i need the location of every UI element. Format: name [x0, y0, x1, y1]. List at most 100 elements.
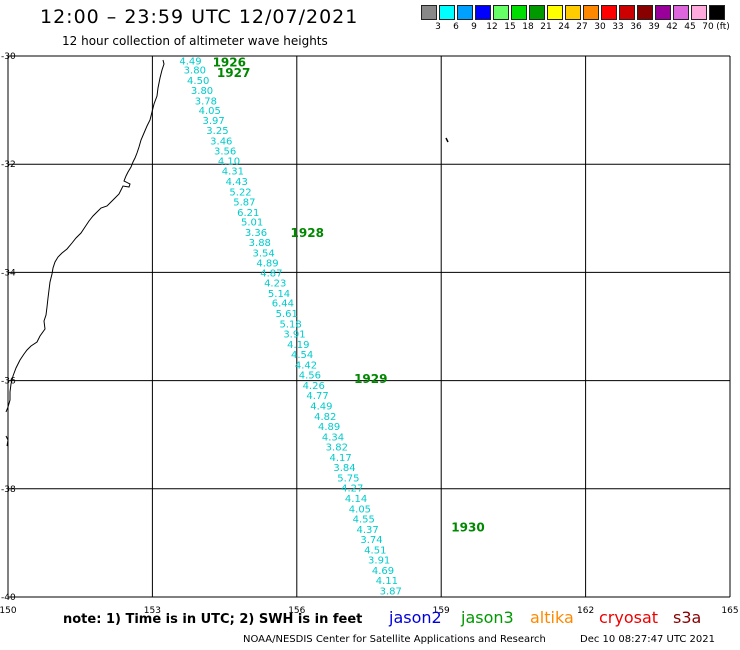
scale-swatch — [565, 5, 581, 20]
swh-value: 4.50 — [187, 76, 209, 87]
lat-tick-label: -38 — [1, 485, 16, 495]
scale-swatch — [493, 5, 509, 20]
scale-label: 3 — [435, 22, 441, 32]
scale-swatch — [583, 5, 599, 20]
scale-swatch — [475, 5, 491, 20]
satellite-jason2: jason2 — [389, 608, 442, 627]
scale-label: 33 — [612, 22, 624, 32]
swh-value: 4.14 — [345, 494, 367, 505]
swh-value: 3.25 — [206, 126, 228, 137]
scale-swatch — [673, 5, 689, 20]
swh-value: 4.34 — [322, 432, 344, 443]
swh-value: 4.49 — [310, 401, 332, 412]
scale-label: 24 — [558, 22, 570, 32]
coastline — [5, 59, 165, 413]
scale-label: 27 — [576, 22, 588, 32]
swh-value: 5.01 — [241, 218, 263, 229]
swh-value: 4.55 — [353, 515, 375, 526]
scale-swatch — [637, 5, 653, 20]
time-label: 1930 — [451, 521, 484, 535]
satellite-track: 4.493.804.503.803.784.053.973.253.463.56… — [179, 56, 402, 597]
swh-value: 5.14 — [268, 289, 290, 300]
swh-value: 4.19 — [287, 340, 309, 351]
scale-label: 15 — [504, 22, 516, 32]
page-subtitle: 12 hour collection of altimeter wave hei… — [62, 34, 328, 48]
scale-label: 45 — [684, 22, 696, 32]
lon-tick-label: 153 — [144, 606, 161, 616]
lon-tick-label: 150 — [0, 606, 17, 616]
swh-value: 3.82 — [326, 443, 348, 454]
swh-value: 3.91 — [368, 556, 390, 567]
swh-value: 4.89 — [318, 422, 340, 433]
scale-swatch — [511, 5, 527, 20]
scale-swatch — [691, 5, 707, 20]
scale-swatch — [547, 5, 563, 20]
swh-value: 3.78 — [195, 96, 217, 107]
scale-swatch — [709, 5, 725, 20]
scale-swatch — [619, 5, 635, 20]
swh-value: 4.37 — [356, 525, 378, 536]
swh-value: 6.44 — [272, 299, 294, 310]
axis-labels: -30 -32 -34 -36 -38 -40 150 153 156 159 162 165 — [0, 52, 739, 616]
scale-label: 42 — [666, 22, 678, 32]
swh-value: 5.61 — [276, 309, 298, 320]
swh-value: 4.17 — [330, 453, 352, 464]
satellite-cryosat: cryosat — [599, 608, 659, 627]
scale-unit: (ft) — [716, 22, 730, 32]
swh-value: 4.05 — [199, 106, 221, 117]
scale-label: 12 — [486, 22, 498, 32]
coastline-south — [5, 435, 9, 447]
swh-value: 4.23 — [264, 279, 286, 290]
lat-tick-label: -36 — [1, 377, 16, 387]
swh-value: 3.80 — [184, 66, 206, 77]
swh-value: 5.18 — [279, 319, 301, 330]
swh-value: 6.21 — [237, 208, 259, 219]
swh-value: 4.82 — [314, 412, 336, 423]
swh-value: 4.26 — [303, 381, 325, 392]
swh-value: 4.27 — [341, 484, 363, 495]
swh-value: 3.97 — [202, 116, 224, 127]
scale-label: 70 — [702, 22, 714, 32]
swh-value: 4.54 — [291, 350, 313, 361]
swh-value: 3.74 — [360, 535, 382, 546]
swh-value: 4.42 — [295, 360, 317, 371]
swh-value: 3.46 — [210, 136, 232, 147]
swh-value: 3.56 — [214, 147, 236, 158]
scale-swatch — [601, 5, 617, 20]
swh-value: 4.11 — [376, 576, 398, 587]
time-label: 1928 — [291, 226, 324, 240]
lat-tick-label: -30 — [1, 52, 16, 62]
scale-swatch — [421, 5, 437, 20]
swh-value: 3.54 — [253, 248, 275, 259]
swh-value: 4.69 — [372, 566, 394, 577]
map-grid — [7, 55, 731, 598]
scale-label: 6 — [453, 22, 459, 32]
swh-value: 3.84 — [333, 463, 355, 474]
scale-label: 39 — [648, 22, 660, 32]
swh-value: 3.91 — [283, 330, 305, 341]
time-label: 1927 — [217, 66, 250, 80]
swh-value: 4.77 — [306, 391, 328, 402]
swh-value: 5.75 — [337, 473, 359, 484]
swh-value: 4.87 — [260, 268, 282, 279]
lat-tick-label: -32 — [1, 160, 16, 170]
page-title: 12:00 – 23:59 UTC 12/07/2021 — [40, 6, 359, 28]
scale-label: 36 — [630, 22, 642, 32]
scale-swatch — [457, 5, 473, 20]
swh-value: 4.89 — [256, 259, 278, 270]
lon-tick-label: 156 — [288, 606, 305, 616]
lon-tick-label: 165 — [721, 606, 738, 616]
swh-value: 3.36 — [245, 228, 267, 239]
swh-value: 3.80 — [191, 86, 213, 97]
swh-value: 5.87 — [233, 198, 255, 209]
lat-tick-label: -34 — [1, 268, 16, 278]
swh-value: 4.43 — [226, 177, 248, 188]
lon-tick-label: 159 — [433, 606, 450, 616]
generation-timestamp: Dec 10 08:27:47 UTC 2021 — [580, 634, 715, 645]
swh-value: 4.56 — [299, 371, 321, 382]
time-label: 1926 — [213, 55, 246, 69]
swh-value: 3.87 — [380, 587, 402, 598]
scale-label: 9 — [471, 22, 477, 32]
